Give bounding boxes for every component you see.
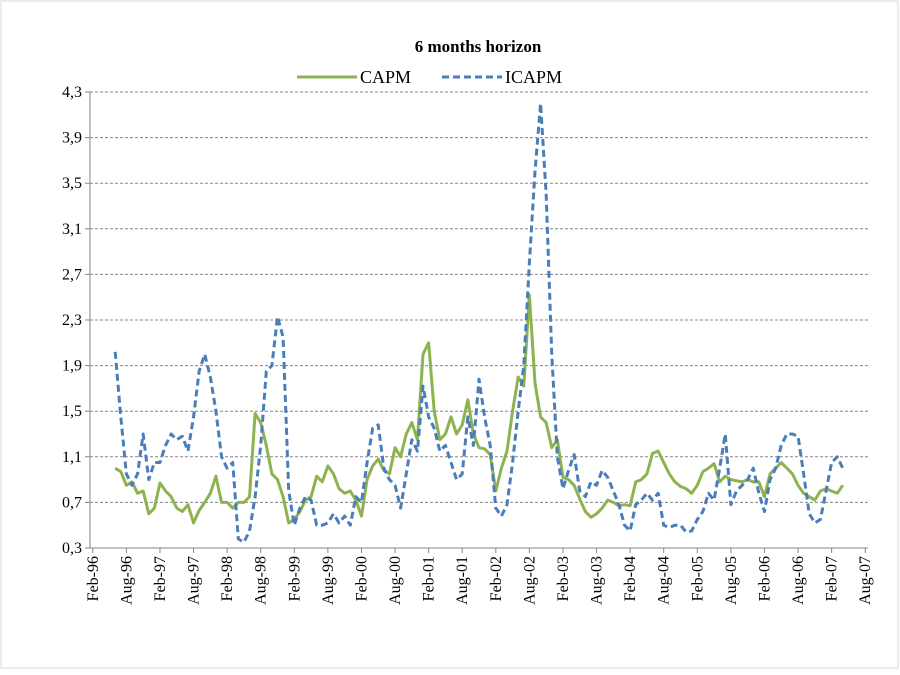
x-tick-label: Feb-00 [353, 556, 370, 601]
x-tick-label: Aug-03 [589, 556, 606, 605]
y-tick-label: 3,1 [62, 221, 82, 238]
x-tick-label: Aug-96 [118, 556, 135, 605]
x-tick-label: Aug-97 [186, 556, 203, 605]
y-tick-label: 0,3 [62, 540, 82, 557]
x-tick-label: Aug-05 [723, 556, 740, 605]
x-tick-label: Aug-02 [521, 556, 538, 605]
legend-label: ICAPM [505, 67, 562, 87]
x-tick-label: Aug-07 [857, 556, 874, 605]
y-tick-label: 3,5 [62, 175, 82, 192]
x-tick-label: Aug-98 [253, 556, 270, 605]
x-tick-label: Aug-99 [320, 556, 337, 605]
x-tick-label: Feb-02 [488, 556, 505, 601]
x-tick-label: Feb-98 [219, 556, 236, 601]
y-tick-label: 2,3 [62, 312, 82, 329]
x-tick-label: Feb-07 [824, 556, 841, 601]
y-tick-label: 1,1 [62, 449, 82, 466]
x-tick-label: Aug-00 [387, 556, 404, 605]
legend-label: CAPM [360, 67, 411, 87]
y-tick-label: 1,5 [62, 403, 82, 420]
x-tick-label: Feb-03 [555, 556, 572, 601]
x-tick-label: Aug-06 [790, 556, 807, 605]
x-tick-label: Feb-06 [756, 556, 773, 601]
x-tick-label: Feb-96 [85, 556, 102, 601]
x-tick-label: Aug-01 [454, 556, 471, 605]
y-tick-label: 1,9 [62, 358, 82, 375]
y-tick-label: 2,7 [62, 266, 82, 283]
chart-title: 6 months horizon [415, 37, 542, 56]
x-tick-label: Feb-05 [689, 556, 706, 601]
series-line [113, 101, 845, 544]
x-tick-label: Feb-01 [421, 556, 438, 601]
x-tick-label: Feb-97 [152, 556, 169, 601]
y-tick-label: 0,7 [62, 494, 82, 511]
x-tick-label: Aug-04 [656, 556, 673, 605]
x-tick-label: Feb-04 [622, 556, 639, 601]
y-tick-label: 3,9 [62, 130, 82, 147]
y-tick-label: 4,3 [62, 84, 82, 101]
x-tick-label: Feb-99 [286, 556, 303, 601]
